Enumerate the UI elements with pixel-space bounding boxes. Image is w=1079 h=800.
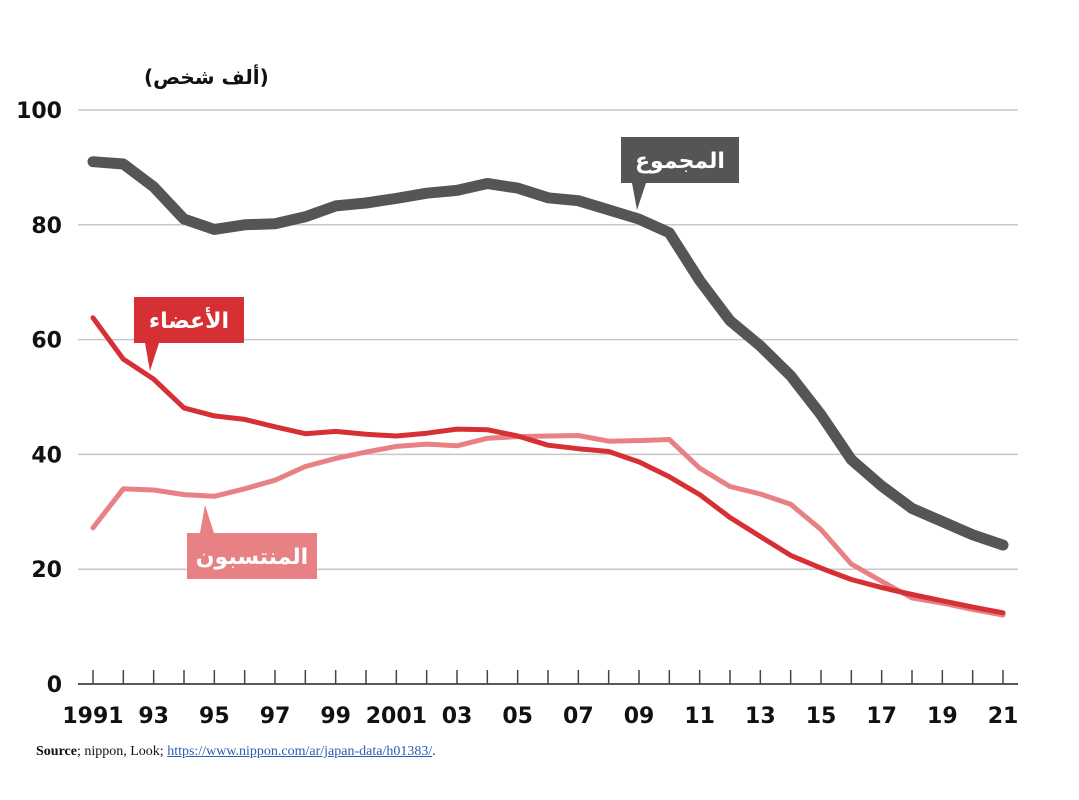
x-tick-label: 03: [442, 704, 473, 729]
line-chart: (ألف شخص) 0 20 40 60 80 100 1991 93 95 97 99 2001 0…: [16, 63, 1019, 729]
series-label-pointer: [145, 343, 159, 371]
series-label-2: المنتسبون: [187, 505, 317, 579]
series-line-1: [90, 315, 1006, 616]
x-tick-label: 05: [502, 704, 533, 729]
x-tick-label: 19: [927, 704, 958, 729]
x-tick-label: 95: [199, 704, 230, 729]
series-label-box: [621, 137, 739, 183]
series-label-box: [134, 297, 244, 343]
series-label-text: الأعضاء: [149, 306, 229, 334]
source-label: Source: [36, 744, 77, 759]
y-tick-label: 60: [31, 329, 62, 354]
x-tick-label: 17: [866, 704, 897, 729]
source-link[interactable]: https://www.nippon.com/ar/japan-data/h01…: [167, 744, 433, 759]
series-label-text: المجموع: [635, 149, 725, 174]
series-label-pointer: [632, 183, 646, 210]
series-label-0: المجموع: [621, 137, 739, 210]
x-tick-label: 1991: [62, 704, 123, 729]
y-tick-label: 20: [31, 558, 62, 583]
x-tick-label: 15: [806, 704, 837, 729]
y-tick-label: 0: [47, 673, 62, 698]
x-tick-label: 21: [988, 704, 1019, 729]
series-label-1: الأعضاء: [134, 297, 244, 371]
x-tick-label: 11: [684, 704, 715, 729]
series-line-2: [90, 433, 1006, 618]
x-tick-label: 93: [138, 704, 169, 729]
x-tick-label: 2001: [366, 704, 427, 729]
x-tick-label: 97: [260, 704, 291, 729]
x-tick-label: 13: [745, 704, 776, 729]
unit-label: (ألف شخص): [144, 63, 269, 89]
source-note: Source; nippon, Look; https://www.nippon…: [36, 744, 436, 760]
series-label-box: [187, 533, 317, 579]
x-tick-label: 99: [320, 704, 351, 729]
series-label-text: المنتسبون: [196, 545, 308, 570]
x-tick-label: 07: [563, 704, 594, 729]
source-text: ; nippon, Look;: [76, 744, 168, 759]
y-tick-label: 100: [16, 99, 62, 124]
source-end: .: [432, 744, 436, 759]
y-tick-label: 80: [31, 214, 62, 239]
x-tick-label: 09: [624, 704, 655, 729]
series-line-0: [87, 156, 1009, 551]
series-label-pointer: [200, 505, 214, 533]
y-tick-label: 40: [31, 443, 62, 468]
